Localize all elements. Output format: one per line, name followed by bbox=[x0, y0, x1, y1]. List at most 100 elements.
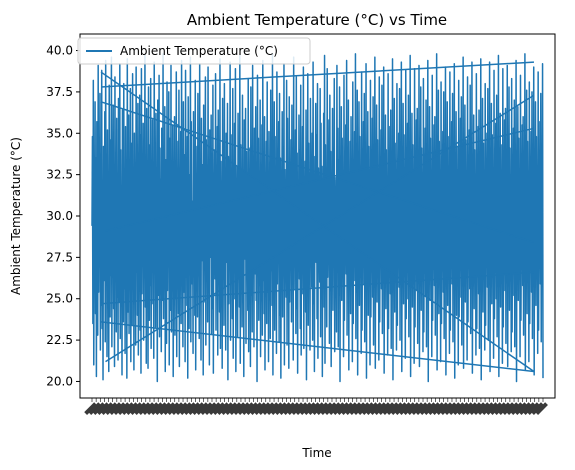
x-tick-label bbox=[187, 402, 201, 415]
x-tick-label bbox=[460, 402, 474, 415]
x-tick-label bbox=[241, 402, 255, 415]
chart-title: Ambient Temperature (°C) vs Time bbox=[187, 11, 447, 29]
x-tick-label bbox=[481, 402, 495, 415]
x-tick-label bbox=[452, 402, 466, 415]
legend-box bbox=[77, 37, 311, 65]
series-segment bbox=[105, 94, 535, 363]
x-tick-label bbox=[406, 402, 420, 415]
x-tick-label bbox=[100, 402, 114, 415]
x-tick-label bbox=[84, 402, 97, 415]
x-tick-label bbox=[411, 402, 424, 415]
x-tick-label bbox=[133, 402, 147, 415]
x-tick-label bbox=[129, 402, 143, 415]
y-tick-label: 30.0 bbox=[46, 209, 73, 223]
series-line bbox=[91, 53, 544, 383]
x-tick-label bbox=[286, 402, 300, 415]
x-tick-label bbox=[477, 402, 491, 415]
x-tick-label bbox=[518, 402, 532, 415]
x-tick-label bbox=[146, 402, 160, 415]
x-tick-label bbox=[237, 402, 251, 415]
x-tick-label bbox=[336, 402, 350, 415]
x-tick-label bbox=[365, 402, 379, 415]
x-tick-label bbox=[204, 402, 217, 415]
y-tick-label: 37.5 bbox=[46, 85, 73, 99]
x-tick-label bbox=[514, 402, 528, 415]
x-tick-label bbox=[158, 402, 172, 415]
y-axis-label: Ambient Temperature (°C) bbox=[9, 137, 23, 295]
x-tick-label bbox=[88, 402, 102, 415]
x-tick-label bbox=[92, 402, 106, 415]
series-segment bbox=[105, 127, 535, 232]
y-tick-label: 40.0 bbox=[46, 44, 73, 58]
x-tick-label bbox=[464, 402, 478, 415]
series-ambient-temperature bbox=[91, 53, 544, 383]
x-tick-label bbox=[493, 402, 507, 415]
x-tick-label bbox=[138, 402, 151, 415]
x-tick-label bbox=[150, 402, 164, 415]
x-tick-label bbox=[469, 402, 482, 415]
x-tick-label bbox=[386, 402, 399, 415]
x-tick-label bbox=[377, 402, 391, 415]
x-tick-label bbox=[200, 402, 213, 415]
x-tick-label bbox=[394, 402, 408, 415]
x-tick-label bbox=[266, 402, 280, 415]
series-segment bbox=[100, 101, 535, 244]
x-tick-label bbox=[373, 402, 387, 415]
x-tick-label bbox=[510, 402, 524, 415]
x-tick-label bbox=[369, 402, 383, 415]
x-tick-label bbox=[311, 402, 325, 415]
series-segment bbox=[100, 61, 535, 88]
x-tick-label bbox=[440, 402, 453, 415]
x-tick-label bbox=[142, 402, 155, 415]
x-tick-label bbox=[489, 402, 503, 415]
x-tick-label bbox=[419, 402, 433, 415]
x-tick-label bbox=[113, 402, 126, 415]
x-tick-label bbox=[526, 402, 540, 415]
x-tick-label bbox=[415, 402, 428, 415]
x-tick-label bbox=[270, 402, 284, 415]
x-tick-label bbox=[195, 402, 209, 415]
x-tick-label bbox=[262, 402, 275, 415]
x-tick-label bbox=[258, 402, 271, 415]
x-tick-label bbox=[502, 402, 515, 415]
x-tick-label bbox=[299, 402, 313, 415]
x-tick-label bbox=[431, 402, 445, 415]
x-tick-label bbox=[423, 402, 437, 415]
y-tick-label: 27.5 bbox=[46, 250, 73, 264]
x-tick-label bbox=[191, 402, 205, 415]
x-tick-label bbox=[506, 402, 519, 415]
x-tick-label bbox=[109, 402, 122, 415]
y-tick-label: 20.0 bbox=[46, 374, 73, 388]
x-tick-label bbox=[253, 402, 267, 415]
x-tick-label bbox=[531, 402, 544, 415]
x-tick-label bbox=[340, 402, 354, 415]
x-tick-label bbox=[349, 402, 362, 415]
x-tick-label bbox=[497, 402, 511, 415]
x-tick-label bbox=[171, 402, 184, 415]
x-tick-label bbox=[402, 402, 416, 415]
x-tick-label bbox=[390, 402, 404, 415]
x-tick-label bbox=[212, 402, 226, 415]
series-segment bbox=[100, 71, 535, 373]
x-tick-label bbox=[295, 402, 308, 415]
x-tick-label bbox=[320, 402, 333, 415]
x-tick-label bbox=[448, 402, 462, 415]
series-segment bbox=[100, 321, 535, 373]
x-tick-label bbox=[117, 402, 131, 415]
series-wrap-segments bbox=[100, 61, 535, 373]
x-tick-label bbox=[328, 402, 342, 415]
x-tick-label bbox=[315, 402, 329, 415]
x-tick-label bbox=[435, 402, 449, 415]
x-tick-label bbox=[485, 402, 499, 415]
legend-label: Ambient Temperature (°C) bbox=[120, 44, 278, 58]
x-axis-label: Time bbox=[301, 446, 331, 460]
x-tick-label bbox=[104, 402, 118, 415]
y-tick-label: 22.5 bbox=[46, 333, 73, 347]
x-tick-label bbox=[456, 402, 470, 415]
x-tick-label bbox=[398, 402, 412, 415]
x-tick-label bbox=[224, 402, 238, 415]
x-tick-label bbox=[220, 402, 234, 415]
x-tick-label bbox=[121, 402, 135, 415]
x-tick-label bbox=[179, 402, 193, 415]
